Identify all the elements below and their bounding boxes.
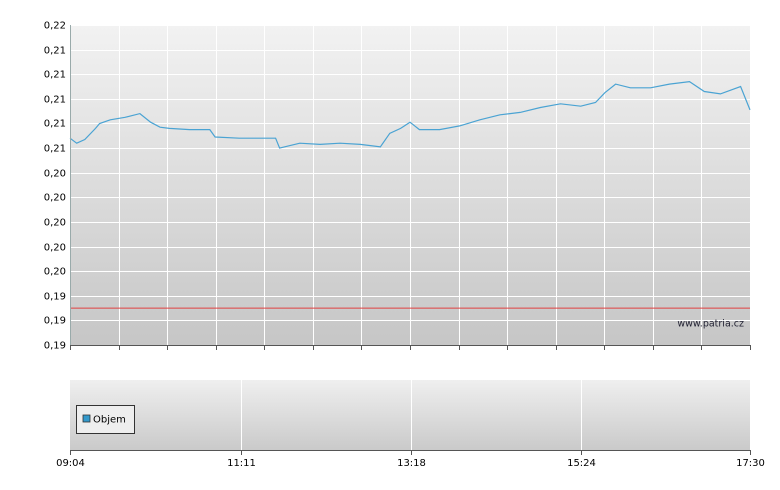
y-tick-label: 0,20 bbox=[44, 267, 66, 278]
y-tick-label: 0,19 bbox=[44, 292, 66, 303]
y-tick-label: 0,21 bbox=[44, 119, 66, 130]
y-tick-label: 0,21 bbox=[44, 46, 66, 57]
y-tick-label: 0,20 bbox=[44, 193, 66, 204]
legend-swatch bbox=[82, 414, 91, 423]
legend-label: Objem bbox=[93, 415, 126, 426]
x-tick-label: 17:30 bbox=[736, 458, 765, 469]
y-tick-label: 0,19 bbox=[44, 316, 66, 327]
price-line bbox=[69, 80, 751, 149]
watermark: www.patria.cz bbox=[677, 319, 744, 330]
y-tick-label: 0,21 bbox=[44, 95, 66, 106]
y-tick-label: 0,20 bbox=[44, 218, 66, 229]
y-tick-label: 0,20 bbox=[44, 169, 66, 180]
x-tick-label: 09:04 bbox=[56, 458, 85, 469]
volume-plot-area bbox=[70, 380, 750, 450]
y-tick-label: 0,19 bbox=[44, 341, 66, 352]
y-tick-label: 0,22 bbox=[44, 21, 66, 32]
y-tick-label: 0,21 bbox=[44, 70, 66, 81]
y-tick-label: 0,20 bbox=[44, 243, 66, 254]
x-tick-label: 15:24 bbox=[567, 458, 596, 469]
x-tick-label: 13:18 bbox=[397, 458, 426, 469]
x-tick-label: 11:11 bbox=[227, 458, 256, 469]
y-tick-label: 0,21 bbox=[44, 144, 66, 155]
